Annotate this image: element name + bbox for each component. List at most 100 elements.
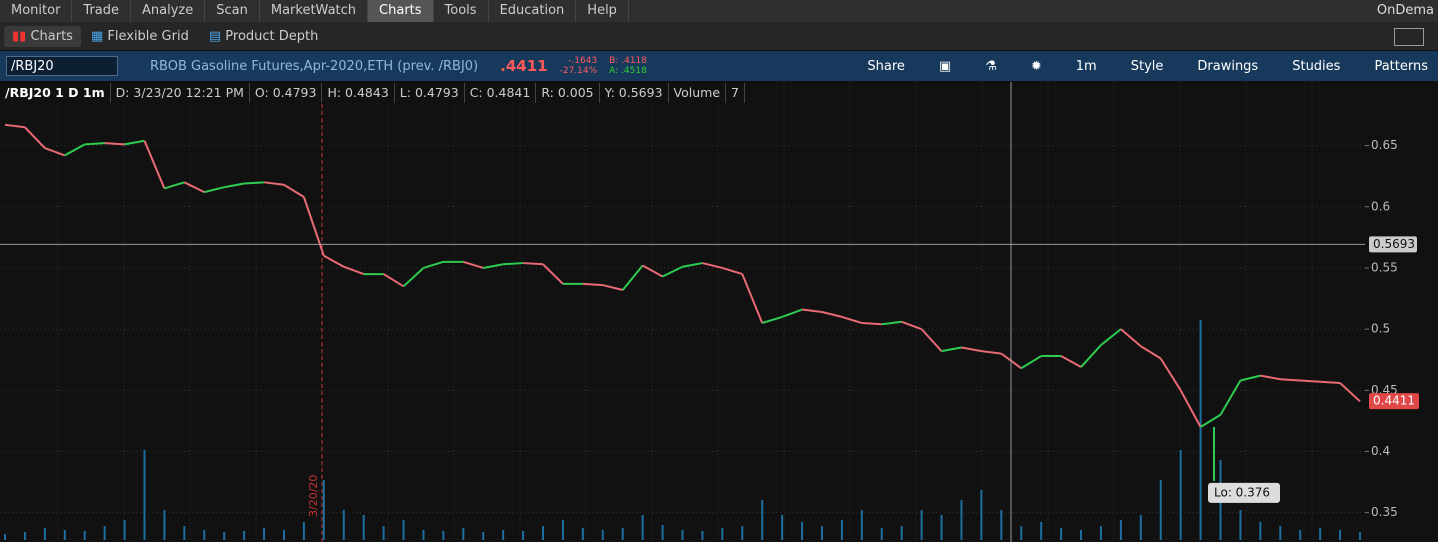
info-field: Y: 0.5693 xyxy=(600,83,669,103)
price-segment xyxy=(621,264,644,291)
info-field: Volume xyxy=(669,83,727,103)
last-price-box xyxy=(1369,393,1419,410)
volume-bar xyxy=(83,531,86,540)
info-field: H: 0.4843 xyxy=(322,83,395,103)
price-segment xyxy=(841,315,863,324)
menu-item[interactable]: Trade xyxy=(72,0,132,22)
volume-bar xyxy=(103,526,106,540)
change: -.1643 -27.14% xyxy=(560,56,598,76)
volume-bar xyxy=(1179,450,1182,540)
volume-bar xyxy=(123,520,126,540)
price-segment xyxy=(224,182,245,189)
info-field: R: 0.005 xyxy=(536,83,600,103)
price-segment xyxy=(761,315,783,324)
y-tick-label: 0.35 xyxy=(1371,505,1398,519)
symbol-input[interactable]: /RBJ20 xyxy=(6,56,118,76)
tab[interactable]: ▤ Product Depth xyxy=(208,28,319,44)
volume-bar xyxy=(23,532,26,540)
y-tick-label: 0.65 xyxy=(1371,138,1398,152)
volume-bar xyxy=(382,526,385,540)
tab-label: Flexible Grid xyxy=(107,28,189,44)
volume-bar xyxy=(223,532,226,540)
volume-bar xyxy=(561,520,564,540)
price-segment xyxy=(1159,357,1182,391)
y-tick-label: 0.55 xyxy=(1371,260,1398,274)
volume-bar xyxy=(900,526,903,540)
volume-bar xyxy=(322,480,325,540)
price-segment xyxy=(523,262,544,266)
bid: B: .4118 xyxy=(609,56,648,66)
price-segment xyxy=(682,262,703,268)
candle xyxy=(1350,382,1370,402)
icon-button[interactable]: ⚗ xyxy=(985,58,997,74)
volume-bar xyxy=(840,520,843,540)
chart: 0.650.60.550.50.450.40.353/20/200.56930.… xyxy=(0,82,1419,542)
toolbar-button[interactable]: Style xyxy=(1130,58,1164,74)
toolbar-button[interactable]: Studies xyxy=(1292,58,1341,74)
price-segment xyxy=(662,265,683,278)
menu-item[interactable]: Analyze xyxy=(131,0,206,22)
icon-button[interactable]: ✹ xyxy=(1030,58,1042,74)
price-segment xyxy=(1179,389,1202,428)
price-segment xyxy=(1060,355,1082,368)
candle xyxy=(413,267,433,287)
price-segment xyxy=(64,143,86,157)
price-segment xyxy=(302,196,325,257)
volume-bar xyxy=(661,525,664,540)
tab[interactable]: ▮▮ Charts xyxy=(4,25,81,47)
volume-bar xyxy=(860,510,863,540)
icon-button[interactable]: ▣ xyxy=(938,58,952,74)
volume-bar xyxy=(1080,530,1083,540)
pct-change: -27.14% xyxy=(559,66,598,76)
net-change: -.1643 xyxy=(568,56,598,66)
menu-item[interactable]: Tools xyxy=(434,0,489,22)
menu-item[interactable]: Scan xyxy=(205,0,260,22)
volume-bar xyxy=(1199,320,1202,540)
toolbar-button[interactable]: Share xyxy=(867,58,905,74)
tab[interactable]: ▦ Flexible Grid xyxy=(90,28,189,44)
volume-bar xyxy=(1060,528,1063,540)
account[interactable]: OnDema xyxy=(1376,3,1434,18)
volume-bar xyxy=(681,530,684,540)
candle xyxy=(314,196,334,257)
price-segment xyxy=(383,273,405,288)
toolbar-button[interactable]: 1m xyxy=(1075,58,1097,74)
toolbar-button[interactable]: Patterns xyxy=(1374,58,1428,74)
price-segment xyxy=(821,311,843,318)
price-segment xyxy=(204,186,225,194)
candle xyxy=(1011,353,1031,370)
volume-bar xyxy=(801,522,804,540)
symbol-bar: /RBJ20 RBOB Gasoline Futures,Apr-2020,ET… xyxy=(0,51,1438,81)
menu-item[interactable]: Monitor xyxy=(0,0,73,22)
y-tick-label: 0.6 xyxy=(1371,199,1390,213)
price-segment xyxy=(4,123,26,129)
volume-bar xyxy=(143,450,146,540)
ask: A: .4518 xyxy=(609,66,647,76)
volume-bar xyxy=(502,530,505,540)
candle xyxy=(1230,380,1250,416)
price-segment xyxy=(582,282,603,287)
price-segment xyxy=(1240,374,1261,382)
price-segment xyxy=(164,181,185,190)
volume-bar xyxy=(761,500,764,540)
price-segment xyxy=(244,181,265,185)
volume-bar xyxy=(63,530,66,540)
layout-box[interactable] xyxy=(1394,28,1424,46)
price-segment xyxy=(881,320,902,326)
menu-item[interactable]: Education xyxy=(489,0,577,22)
menu-item[interactable]: Charts xyxy=(368,0,434,22)
price-segment xyxy=(1320,380,1341,384)
y-tick-label: 0.5 xyxy=(1371,322,1390,336)
volume-bar xyxy=(542,526,545,540)
volume-bar xyxy=(1359,532,1361,540)
price-segment xyxy=(781,308,803,318)
volume-bar xyxy=(243,531,246,540)
price-segment xyxy=(941,346,962,353)
menu-item[interactable]: MarketWatch xyxy=(260,0,369,22)
price-segment xyxy=(323,254,345,268)
volume-bar xyxy=(1000,510,1003,540)
toolbar-button[interactable]: Drawings xyxy=(1197,58,1259,74)
last-price: .4411 xyxy=(500,57,548,75)
menu-item[interactable]: Help xyxy=(576,0,629,22)
